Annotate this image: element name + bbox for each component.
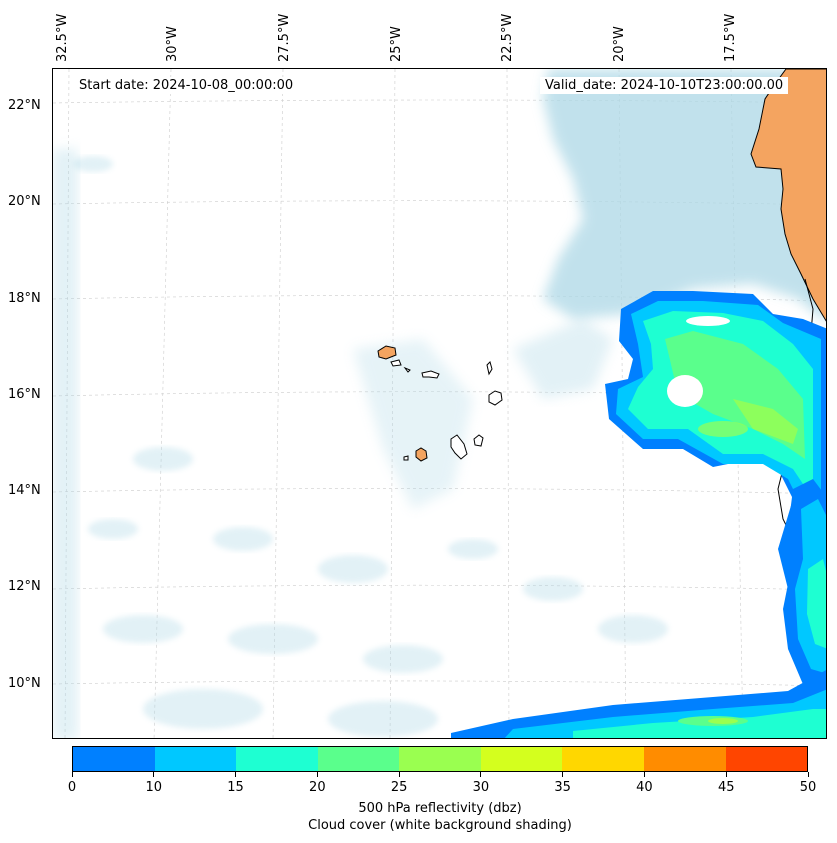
island-boa-vista [488, 390, 503, 406]
cloud-patch [73, 156, 113, 172]
reflectivity-core [698, 421, 748, 437]
gridline-lat-18n [53, 295, 826, 302]
colorbar-segment-2 [236, 747, 318, 771]
lat-label-14n: 14°N [8, 483, 41, 498]
colorbar-segment-5 [480, 747, 563, 771]
gridline-lat-22n [53, 99, 826, 104]
map-panel [52, 68, 827, 739]
start-date-label: Start date: 2024-10-08_00:00:00 [74, 77, 299, 94]
colorbar-segment-7 [643, 747, 726, 771]
cloud-plume-mid [513, 319, 613, 399]
gridline-lat-12n [53, 584, 826, 591]
colorbar-tick-label: 45 [717, 780, 735, 795]
cloud-patch [448, 539, 498, 559]
gridline-lat-14n [53, 488, 826, 495]
lat-label-16n: 16°N [8, 387, 41, 402]
gridline-lat-20n [53, 200, 826, 206]
colorbar-tick-mark [643, 772, 645, 777]
reflectivity-band-east [605, 291, 826, 689]
colorbar-tick-mark [316, 772, 318, 777]
cloud-mass-north [543, 69, 826, 323]
cloud-patch [103, 615, 183, 643]
reflectivity-25-30 [733, 399, 798, 444]
cloud-streak-central [353, 339, 473, 509]
colorbar-tick-label: 40 [636, 780, 653, 795]
lat-label-12n: 12°N [8, 579, 41, 594]
lon-label-20w: 20°W [612, 26, 627, 62]
lon-label-22-5w: 22.5°W [500, 13, 515, 62]
colorbar-segment-0 [73, 747, 155, 771]
island-santo-antao [377, 345, 397, 360]
map-canvas [53, 69, 826, 738]
colorbar-tick-mark [725, 772, 727, 777]
colorbar-subtitle: Cloud cover (white background shading) [308, 818, 572, 833]
colorbar-tick-mark [71, 772, 73, 777]
colorbar-segment-3 [317, 747, 400, 771]
colorbar-segment-8 [725, 747, 808, 771]
island-sao-nicolau [421, 370, 440, 379]
gridline-lon-25w [389, 69, 396, 738]
cloud-cover [53, 69, 826, 738]
lat-label-10n: 10°N [8, 676, 41, 691]
colorbar-tick-label: 30 [472, 780, 490, 795]
lat-label-22n: 22°N [8, 98, 41, 113]
cloud-patch [133, 447, 193, 471]
lon-label-27-5w: 27.5°W [277, 13, 292, 62]
island-fogo [415, 447, 428, 462]
colorbar-tick-label: 0 [67, 780, 77, 795]
colorbar-tick-label: 20 [309, 780, 326, 795]
cloud-patch [328, 701, 438, 737]
africa-landmass [750, 69, 826, 322]
colorbar-tick-mark [398, 772, 400, 777]
reflectivity-band-south [451, 670, 826, 738]
colorbar-segment-6 [562, 747, 644, 771]
colorbar-tick-mark [235, 772, 237, 777]
reflectivity-colorbar [72, 746, 808, 772]
colorbar-tick-label: 50 [799, 780, 817, 795]
colorbar-title: 500 hPa reflectivity (dbz) [358, 801, 522, 816]
colorbar-tick-label: 10 [145, 780, 163, 795]
gridline-lon-17-5w [730, 69, 744, 738]
colorbar-tick-mark [480, 772, 482, 777]
gridline-lat-16n [53, 391, 826, 398]
island-sal [486, 361, 493, 376]
island-santiago [450, 434, 468, 460]
reflectivity-coastal-core [807, 559, 826, 649]
island-brava [403, 455, 409, 461]
lon-label-30w: 30°W [165, 26, 180, 62]
lon-label-25w: 25°W [389, 26, 404, 62]
island-santa-luzia [403, 366, 411, 373]
cloud-band-west [53, 149, 78, 738]
lat-label-20n: 20°N [8, 194, 41, 209]
cloud-patch [143, 689, 263, 729]
island-sao-vicente [390, 359, 402, 367]
colorbar-tick-label: 15 [227, 780, 244, 795]
island-maio [473, 434, 484, 447]
cloud-patch [598, 615, 668, 643]
colorbar-segment-4 [399, 747, 481, 771]
valid-date-label: Valid_date: 2024-10-10T23:00:00.00 [540, 77, 789, 94]
colorbar-tick-label: 25 [390, 780, 408, 795]
cape-verde-islands [377, 345, 503, 462]
gridline-lon-22-5w [506, 69, 510, 738]
cloud-patch [213, 527, 273, 551]
colorbar-tick-mark [153, 772, 155, 777]
lon-label-32-5w: 32.5°W [55, 13, 70, 62]
colorbar-tick-mark [562, 772, 564, 777]
colorbar-segment-1 [154, 747, 237, 771]
lat-label-18n: 18°N [8, 291, 41, 306]
reflectivity-hole [686, 316, 730, 326]
cloud-patch [228, 624, 318, 654]
colorbar-tick-mark [807, 772, 809, 777]
gridline-lat-10n [53, 680, 826, 687]
cloud-patch [363, 645, 443, 673]
colorbar-tick-label: 35 [554, 780, 571, 795]
cloud-patch [88, 519, 138, 539]
lon-label-17-5w: 17.5°W [723, 13, 738, 62]
reflectivity-south-core [708, 718, 738, 724]
reflectivity-hole [667, 375, 703, 407]
cloud-patch [318, 555, 388, 583]
cloud-patch [523, 577, 583, 601]
